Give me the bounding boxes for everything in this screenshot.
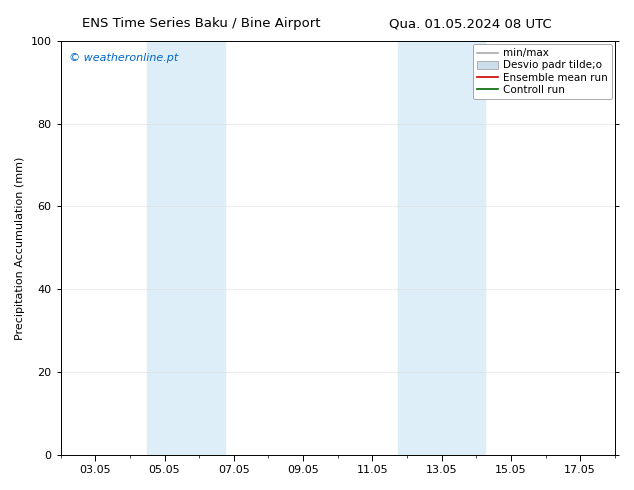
Y-axis label: Precipitation Accumulation (mm): Precipitation Accumulation (mm) (15, 156, 25, 340)
Text: ENS Time Series Baku / Bine Airport: ENS Time Series Baku / Bine Airport (82, 17, 321, 30)
Text: Qua. 01.05.2024 08 UTC: Qua. 01.05.2024 08 UTC (389, 17, 552, 30)
Bar (147, 41, 225, 455)
Text: © weatheronline.pt: © weatheronline.pt (69, 53, 178, 64)
Legend: min/max, Desvio padr tilde;o, Ensemble mean run, Controll run: min/max, Desvio padr tilde;o, Ensemble m… (472, 44, 612, 99)
Bar (398, 41, 485, 455)
